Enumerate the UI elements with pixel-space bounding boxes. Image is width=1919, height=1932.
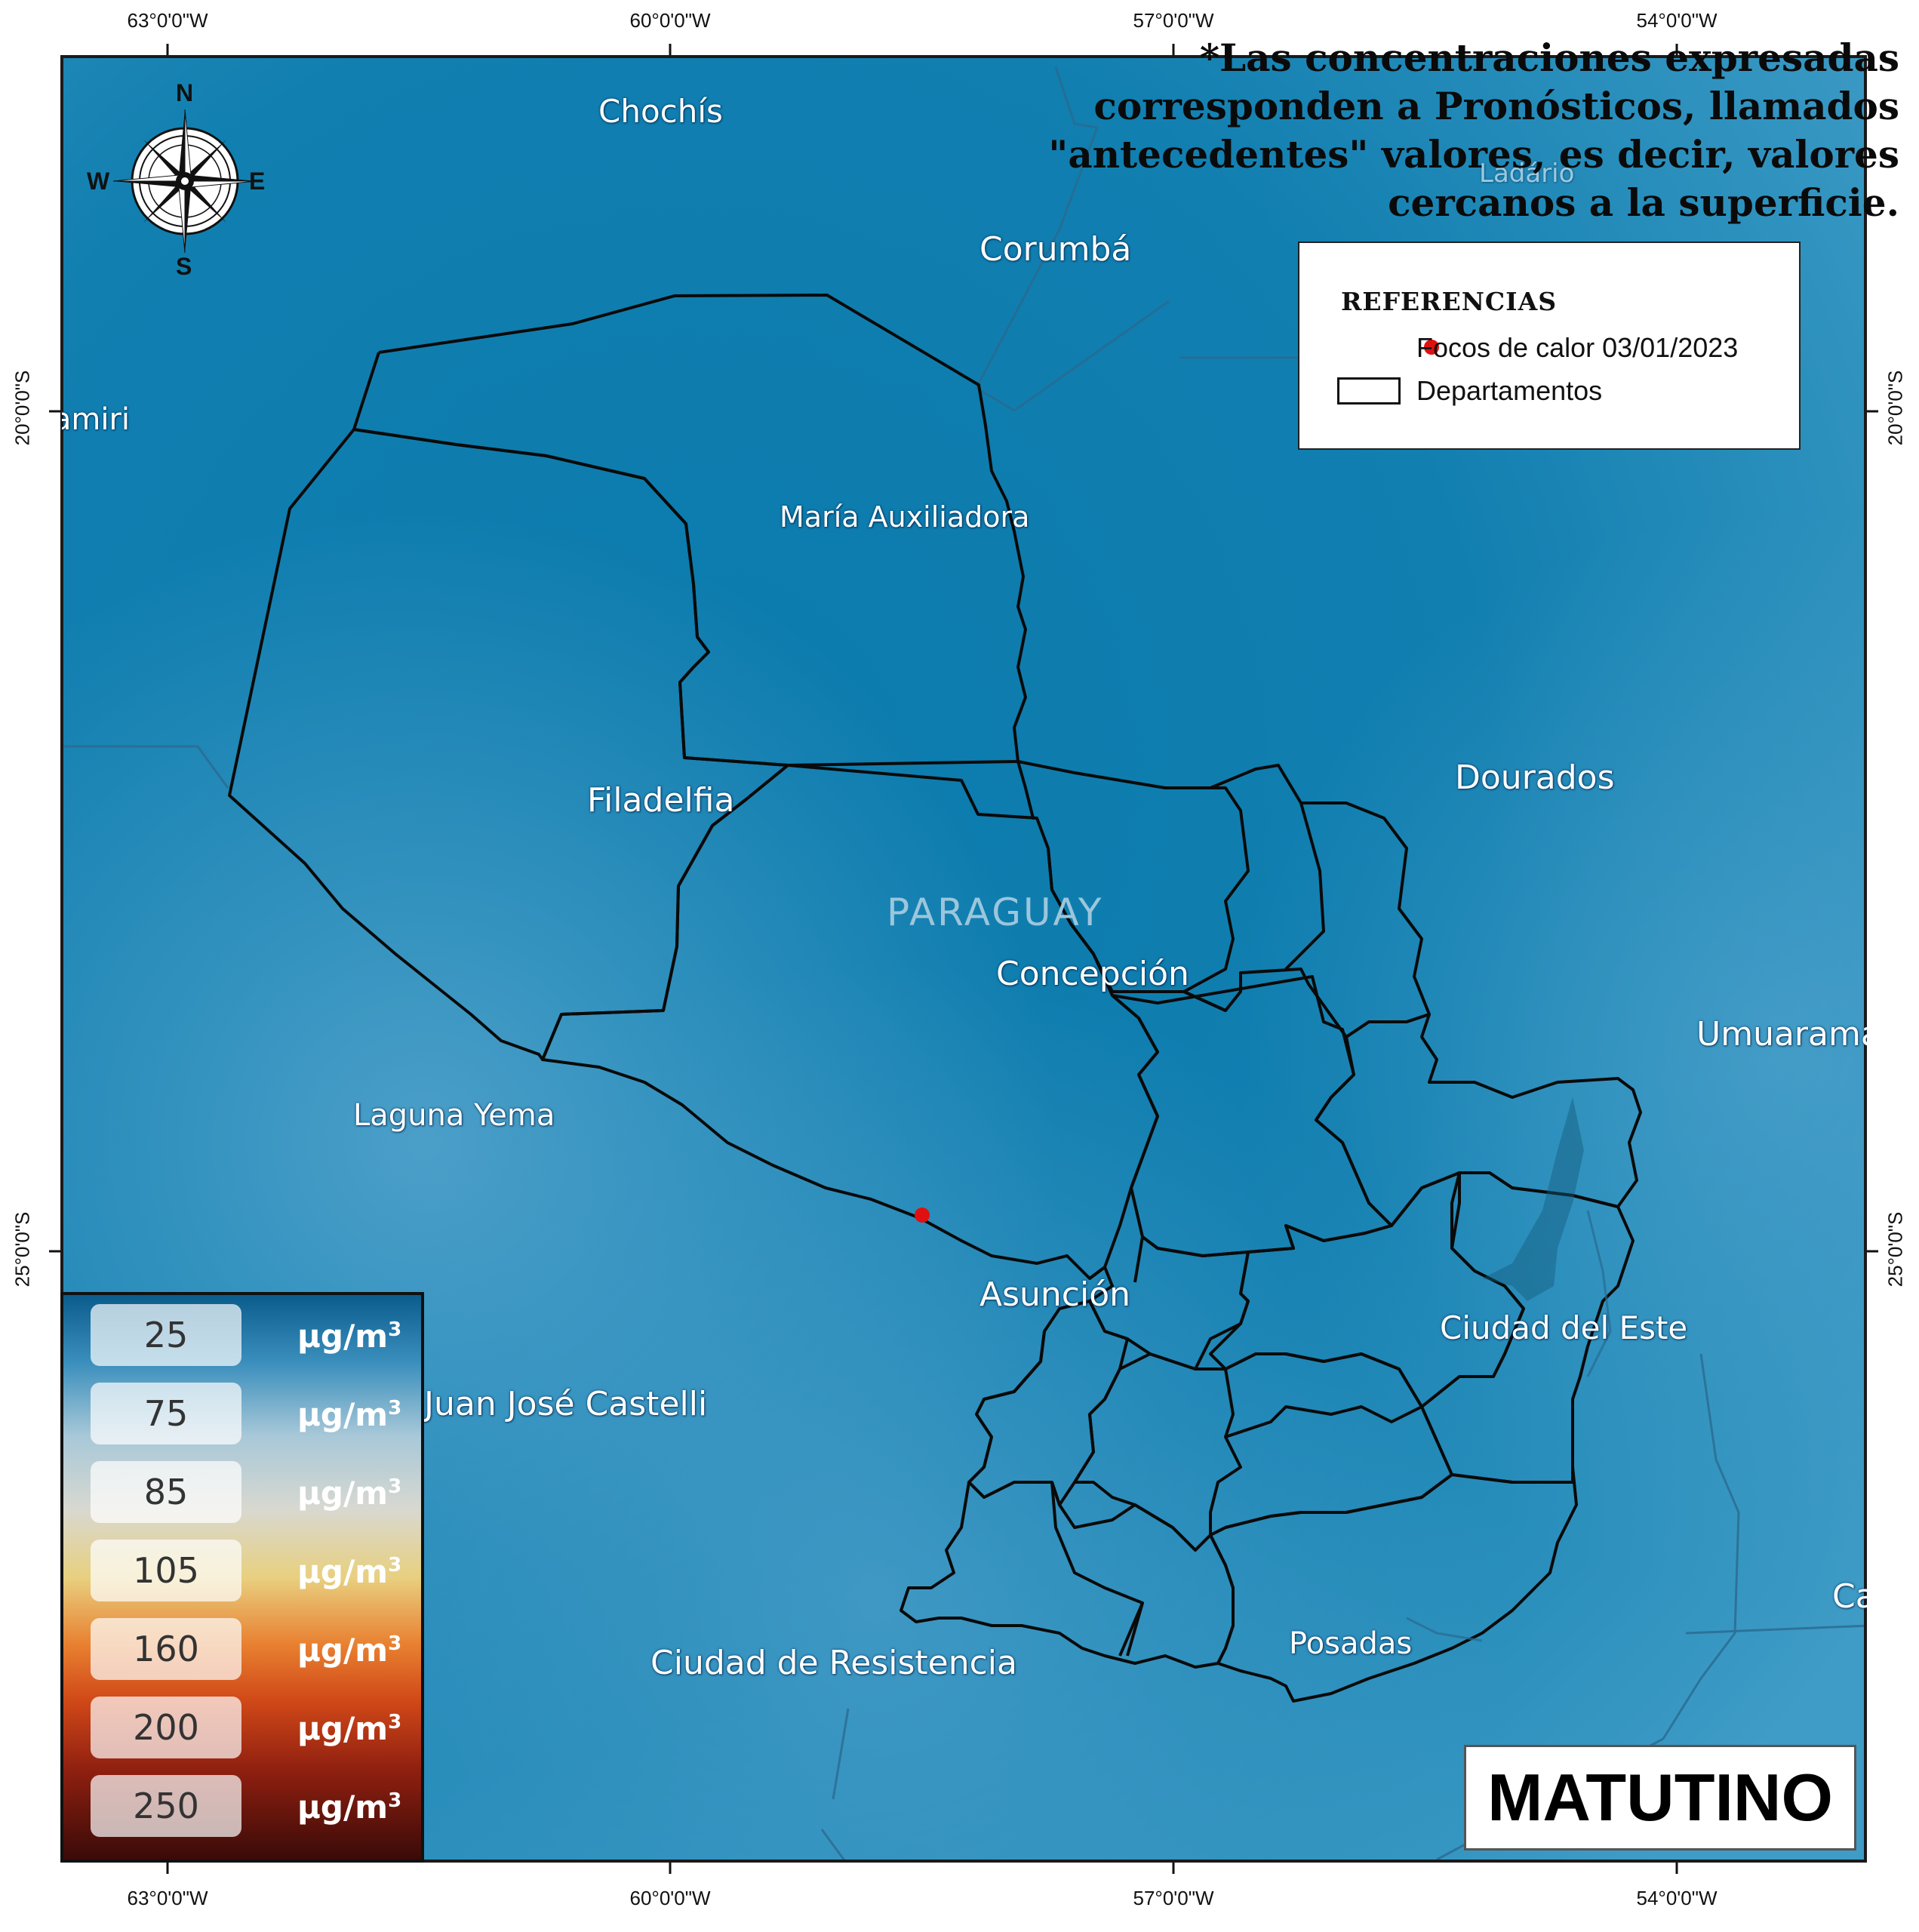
scale-value-200: 200	[91, 1697, 241, 1758]
lat-label-left-25: 25°0'0"S	[11, 1211, 34, 1287]
lon-label-bottom-63: 63°0'0"W	[127, 1887, 208, 1909]
lat-label-right-25: 25°0'0"S	[1884, 1211, 1907, 1287]
scale-unit-85: µg/m3	[297, 1475, 402, 1512]
city-label-concepcion: Concepción	[996, 955, 1189, 993]
lon-label-top-60: 60°0'0"W	[629, 9, 711, 32]
compass-icon	[112, 109, 257, 254]
department-legend-icon	[1337, 377, 1401, 405]
compass-n: N	[176, 79, 194, 106]
lon-label-bottom-57: 57°0'0"W	[1133, 1887, 1214, 1909]
hotspot-legend-icon	[1424, 340, 1439, 355]
legend-title: REFERENCIAS	[1341, 287, 1558, 316]
concentration-scale: 25 µg/m3 75 µg/m3 85 µg/m3 105 µg/m3 160…	[60, 1292, 424, 1863]
lon-label-bottom-60: 60°0'0"W	[629, 1887, 711, 1909]
country-label-paraguay: PARAGUAY	[887, 891, 1104, 934]
scale-unit-250: µg/m3	[297, 1789, 402, 1826]
note-line-2: corresponden a Pronósticos, llamados	[1093, 84, 1899, 128]
legend-box: REFERENCIAS Focos de calor 03/01/2023 De…	[1298, 242, 1801, 450]
compass-e: E	[249, 168, 266, 195]
rivers	[1406, 1210, 1612, 1642]
scale-unit-160: µg/m3	[297, 1632, 402, 1669]
city-label-ciudad-de-resistencia: Ciudad de Resistencia	[650, 1644, 1017, 1682]
country-borders	[63, 66, 1864, 1860]
scale-value-75: 75	[91, 1383, 241, 1444]
city-label-ladario: Ladário	[1479, 158, 1575, 189]
city-label-dourados: Dourados	[1455, 758, 1615, 797]
city-label-corumba: Corumbá	[979, 230, 1132, 269]
scale-value-105: 105	[91, 1540, 241, 1601]
scale-unit-200: µg/m3	[297, 1710, 402, 1747]
departments-outline	[228, 294, 1642, 1703]
lat-label-right-20: 20°0'0"S	[1884, 370, 1907, 446]
city-label-camiri: Camiri	[62, 402, 130, 437]
hotspot-legend-label: Focos de calor 03/01/2023	[1416, 332, 1739, 363]
note-line-1: *Las concentraciones expresadas	[1199, 35, 1899, 80]
scale-value-85: 85	[91, 1461, 241, 1523]
city-label-asuncion: Asunción	[979, 1275, 1131, 1314]
city-label-posadas: Posadas	[1289, 1626, 1413, 1661]
compass-w: W	[87, 168, 110, 195]
city-label-filadelfia: Filadelfia	[587, 781, 735, 820]
scale-unit-105: µg/m3	[297, 1553, 402, 1590]
hotspot-marker[interactable]	[915, 1208, 930, 1223]
lon-label-top-54: 54°0'0"W	[1636, 9, 1718, 32]
city-label-umuarama: Umuarama	[1696, 1015, 1867, 1054]
city-label-chochis: Chochís	[598, 93, 723, 130]
period-title: MATUTINO	[1464, 1745, 1856, 1850]
reservoir	[1482, 1097, 1584, 1301]
city-label-maria-auxiliadora: María Auxiliadora	[780, 500, 1030, 534]
lon-label-top-63: 63°0'0"W	[127, 9, 208, 32]
compass-s: S	[176, 253, 192, 280]
city-label-juan-jose-castelli: Juan José Castelli	[424, 1385, 708, 1423]
scale-value-160: 160	[91, 1618, 241, 1680]
note-line-3: "antecedentes" valores, es decir, valore…	[1048, 132, 1899, 177]
scale-value-250: 250	[91, 1775, 241, 1837]
compass-rose: N S W E	[87, 79, 283, 280]
lon-label-bottom-54: 54°0'0"W	[1636, 1887, 1718, 1909]
city-label-laguna-yema: Laguna Yema	[353, 1098, 555, 1133]
scale-value-25: 25	[91, 1304, 241, 1366]
note-line-4: cercanos a la superficie.	[1388, 180, 1899, 225]
department-legend-label: Departamentos	[1416, 375, 1603, 406]
lat-label-left-20: 20°0'0"S	[11, 370, 34, 446]
city-label-ciudad-del-este: Ciudad del Este	[1440, 1309, 1688, 1346]
scale-unit-75: µg/m3	[297, 1396, 402, 1433]
hotspot-legend-row: Focos de calor 03/01/2023	[1416, 332, 1738, 364]
concentration-note: *Las concentraciones expresadas correspo…	[1032, 34, 1899, 227]
lon-label-top-57: 57°0'0"W	[1133, 9, 1214, 32]
scale-unit-25: µg/m3	[297, 1318, 402, 1355]
city-label-cascavel: Cascavel	[1832, 1577, 1867, 1616]
